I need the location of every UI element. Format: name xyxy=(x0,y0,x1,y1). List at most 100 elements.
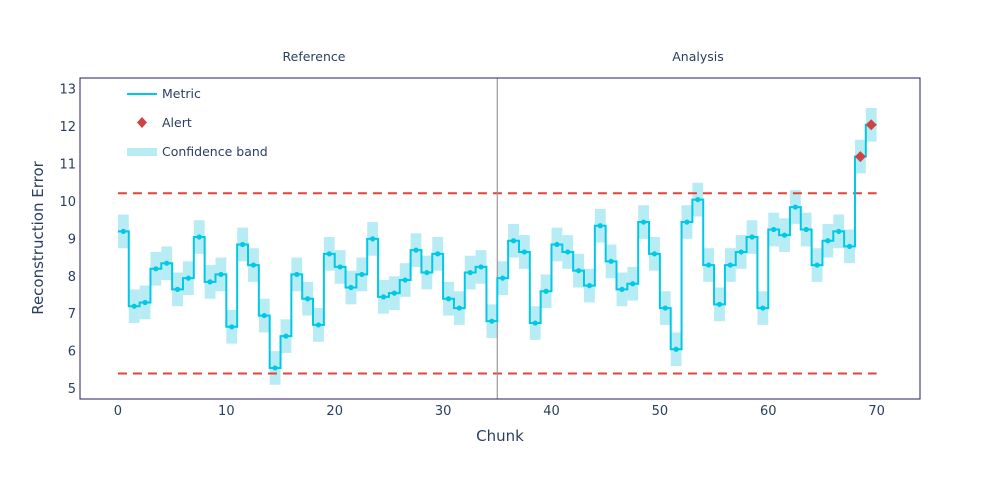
metric-point xyxy=(738,249,744,255)
metric-point xyxy=(370,236,376,242)
y-tick-label: 11 xyxy=(59,158,76,173)
metric-point xyxy=(575,268,582,274)
metric-point xyxy=(229,324,235,330)
metric-point xyxy=(153,266,159,272)
y-tick-label: 5 xyxy=(68,382,76,397)
metric-point xyxy=(500,275,506,281)
y-tick-label: 13 xyxy=(59,83,76,98)
metric-point xyxy=(543,288,549,294)
metric-point xyxy=(305,296,311,302)
legend-metric-label: Metric xyxy=(162,86,201,101)
metric-point xyxy=(239,241,246,248)
y-tick-label: 10 xyxy=(59,195,76,210)
metric-point xyxy=(337,264,343,270)
metric-point xyxy=(662,305,668,311)
legend-band-label: Confidence band xyxy=(162,144,268,159)
metric-point xyxy=(218,271,224,278)
metric-point xyxy=(760,305,766,311)
metric-point xyxy=(164,260,170,266)
metric-point xyxy=(283,333,289,339)
metric-point xyxy=(348,284,354,291)
metric-point xyxy=(554,241,560,248)
legend-alert-swatch xyxy=(137,117,147,128)
metric-point xyxy=(131,303,137,309)
metric-point xyxy=(521,249,527,255)
metric-point xyxy=(315,322,322,328)
metric-point xyxy=(608,258,614,264)
metric-point xyxy=(294,271,300,278)
y-tick-label: 6 xyxy=(68,345,76,360)
metric-point xyxy=(380,294,387,300)
metric-point xyxy=(651,251,658,257)
metric-point xyxy=(771,226,777,233)
plot-frame xyxy=(79,77,921,400)
metric-point xyxy=(716,301,723,307)
metric-point xyxy=(814,262,820,268)
x-tick-labels: 0 10 20 30 40 50 60 70 xyxy=(114,404,885,419)
metric-point xyxy=(456,305,462,311)
metric-point xyxy=(792,204,798,210)
metric-point xyxy=(272,365,278,371)
x-axis-title: Chunk xyxy=(476,427,524,445)
metric-point xyxy=(641,219,647,225)
y-tick-label: 8 xyxy=(68,270,76,285)
x-tick-label: 10 xyxy=(218,404,235,419)
metric-point xyxy=(174,286,181,292)
legend: Metric Alert Confidence band xyxy=(127,86,268,159)
metric-point xyxy=(586,283,593,289)
metric-point xyxy=(532,320,538,326)
x-tick-label: 30 xyxy=(435,404,452,419)
metric-point xyxy=(326,251,332,257)
section-label-reference: Reference xyxy=(283,49,346,64)
y-tick-labels: 5 6 7 8 9 10 11 12 13 xyxy=(59,83,76,397)
metric-point xyxy=(630,281,636,287)
x-tick-label: 60 xyxy=(760,404,777,419)
metric-point xyxy=(619,286,625,292)
metric-point xyxy=(261,312,267,319)
metric-point xyxy=(695,196,701,203)
metric-point xyxy=(424,269,430,276)
metric-point xyxy=(120,228,126,234)
metric-point xyxy=(413,247,419,253)
metric-point xyxy=(803,226,809,233)
metric-point xyxy=(185,275,191,281)
section-label-analysis: Analysis xyxy=(672,49,724,64)
y-tick-label: 12 xyxy=(59,120,76,135)
legend-band-swatch xyxy=(127,148,157,156)
metric-point xyxy=(467,269,473,276)
metric-point xyxy=(478,264,484,270)
metric-point xyxy=(445,296,452,302)
metric-point xyxy=(565,249,571,255)
y-tick-label: 7 xyxy=(68,307,76,322)
metric-point xyxy=(207,279,213,285)
alert-marker xyxy=(854,151,866,163)
metric-point xyxy=(836,228,842,234)
metric-point xyxy=(359,271,365,278)
metric-point xyxy=(706,262,712,268)
y-axis-title: Reconstruction Error xyxy=(29,160,47,314)
x-tick-label: 70 xyxy=(868,404,885,419)
metric-point xyxy=(435,251,441,257)
metric-step-line xyxy=(117,123,877,369)
metric-point xyxy=(781,232,788,238)
x-tick-label: 50 xyxy=(652,404,669,419)
x-tick-label: 40 xyxy=(543,404,560,419)
y-tick-label: 9 xyxy=(68,232,76,247)
metric-point xyxy=(510,238,517,244)
metric-point xyxy=(684,219,690,225)
alert-marker-layer xyxy=(854,119,877,163)
metric-point xyxy=(196,234,202,240)
x-tick-label: 0 xyxy=(114,404,122,419)
metric-point xyxy=(673,346,679,352)
legend-alert-label: Alert xyxy=(162,115,192,130)
metric-point xyxy=(142,299,148,306)
metric-point xyxy=(597,223,603,229)
metric-point xyxy=(727,262,733,268)
metric-point xyxy=(825,238,831,244)
metric-point xyxy=(489,318,495,324)
metric-point xyxy=(391,290,397,296)
metric-point xyxy=(749,234,755,240)
x-tick-label: 20 xyxy=(326,404,343,419)
metric-point xyxy=(402,277,408,283)
